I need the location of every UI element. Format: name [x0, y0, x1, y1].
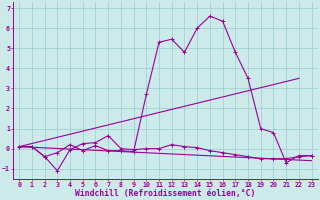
X-axis label: Windchill (Refroidissement éolien,°C): Windchill (Refroidissement éolien,°C) [75, 189, 256, 198]
